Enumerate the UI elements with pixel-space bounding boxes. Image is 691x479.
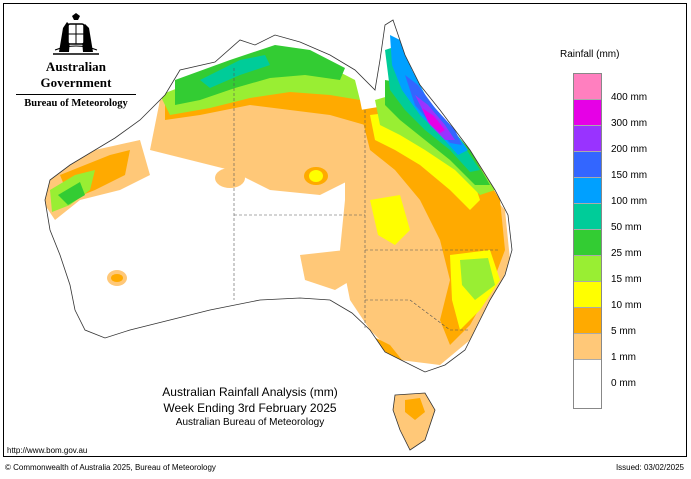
legend-swatch-25: [574, 230, 601, 256]
legend-label: 100 mm: [611, 196, 648, 207]
website-link[interactable]: http://www.bom.gov.au: [7, 446, 88, 455]
copyright-text: © Commonwealth of Australia 2025, Bureau…: [5, 463, 216, 472]
agency-title: Bureau of Meteorology: [24, 98, 128, 109]
legend-label: 150 mm: [611, 170, 648, 181]
legend-swatch-300: [574, 100, 601, 126]
legend-label: 15 mm: [611, 274, 642, 285]
legend-swatch-15: [574, 256, 601, 282]
legend-swatch-5: [574, 308, 601, 334]
legend-label: 300 mm: [611, 118, 648, 129]
legend-label: 5 mm: [611, 326, 636, 337]
legend-label: 25 mm: [611, 248, 642, 259]
legend-swatch-200: [574, 126, 601, 152]
legend-label: 50 mm: [611, 222, 642, 233]
legend-label: 0 mm: [611, 378, 636, 389]
legend-label: 200 mm: [611, 144, 648, 155]
legend-swatch-100: [574, 178, 601, 204]
legend-label: 400 mm: [611, 92, 648, 103]
legend-label: 1 mm: [611, 352, 636, 363]
government-logo: Australian Government Bureau of Meteorol…: [14, 12, 138, 109]
legend-swatch-0: [574, 360, 601, 386]
state-borders: [233, 68, 500, 331]
legend-swatch-1: [574, 334, 601, 360]
map-source: Australian Bureau of Meteorology: [175, 417, 325, 428]
tasmania: [392, 392, 436, 451]
legend-swatches: [573, 73, 602, 409]
issued-date: Issued: 03/02/2025: [615, 463, 684, 472]
legend-swatch-50: [574, 204, 601, 230]
legend-label: 10 mm: [611, 300, 642, 311]
legend-swatch-10: [574, 282, 601, 308]
map-period: Week Ending 3rd February 2025: [163, 401, 337, 415]
legend-title: Rainfall (mm): [560, 49, 620, 60]
map-title: Australian Rainfall Analysis (mm): [162, 385, 338, 399]
coat-of-arms-icon: [53, 13, 99, 55]
legend-swatch-400: [574, 74, 601, 100]
legend-swatch-150: [574, 152, 601, 178]
government-title: Australian Government: [40, 59, 112, 90]
logo-divider: [16, 94, 136, 95]
map-caption: Australian Rainfall Analysis (mm) Week E…: [130, 384, 370, 429]
